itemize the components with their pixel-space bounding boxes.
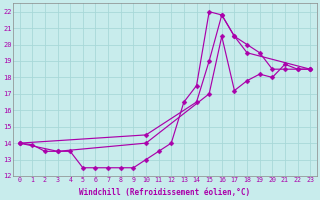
X-axis label: Windchill (Refroidissement éolien,°C): Windchill (Refroidissement éolien,°C) [79,188,251,197]
